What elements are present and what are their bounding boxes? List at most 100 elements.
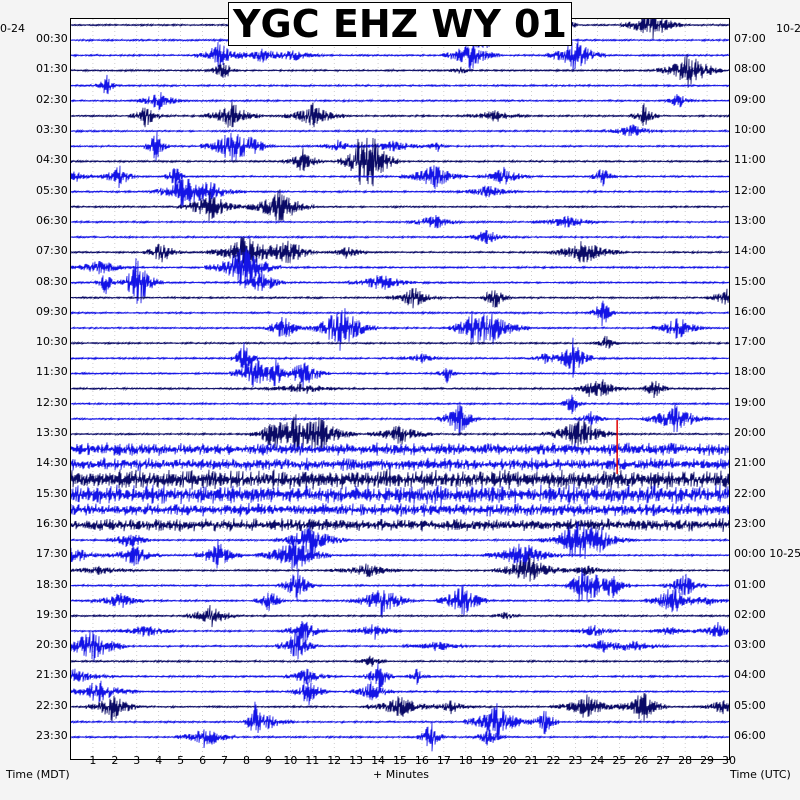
seismic-trace: [71, 469, 729, 490]
right-time-label: 21:00: [734, 456, 766, 470]
minute-tick-label: 22: [546, 754, 561, 767]
right-time-label: 10:00: [734, 123, 766, 137]
minute-tick-label: 10: [283, 754, 298, 767]
helicorder-plot-area: [70, 18, 730, 760]
seismic-trace: [71, 568, 729, 602]
seismic-trace: [71, 379, 729, 399]
utc-date-label: 10-2: [776, 22, 800, 35]
seismic-trace: [71, 308, 729, 351]
minute-tick-label: 8: [242, 754, 250, 767]
seismic-trace: [71, 214, 729, 229]
right-time-label: 23:00: [734, 516, 766, 530]
left-time-label: 23:30: [36, 729, 68, 743]
right-time-label: 19:00: [734, 395, 766, 409]
minute-tick-label: 14: [371, 754, 386, 767]
left-time-label: 10:30: [36, 335, 68, 349]
right-axis-title: Time (UTC): [730, 768, 791, 781]
left-time-label: 11:30: [36, 365, 68, 379]
minute-tick-label: 17: [436, 754, 451, 767]
minute-tick-label: 25: [612, 754, 627, 767]
left-time-label: 06:30: [36, 213, 68, 227]
left-time-label: 00:30: [36, 32, 68, 46]
right-time-label: 02:00: [734, 607, 766, 621]
seismic-trace: [71, 414, 729, 453]
seismic-trace: [71, 693, 729, 723]
seismic-trace: [71, 502, 729, 517]
left-time-label: 18:30: [36, 577, 68, 591]
right-time-label: 22:00: [734, 486, 766, 500]
minute-tick-label: 9: [264, 754, 272, 767]
seismic-trace: [71, 165, 729, 190]
seismic-trace: [71, 54, 729, 88]
minute-tick-label: 1: [89, 754, 97, 767]
right-time-label: 13:00: [734, 213, 766, 227]
right-time-label: 12:00: [734, 183, 766, 197]
minute-tick-label: 7: [221, 754, 229, 767]
left-time-label: 04:30: [36, 153, 68, 167]
minute-tick-label: 12: [327, 754, 342, 767]
left-time-label: 01:30: [36, 62, 68, 76]
seismic-trace: [71, 629, 729, 663]
right-time-label: 18:00: [734, 365, 766, 379]
left-time-label: 05:30: [36, 183, 68, 197]
seismic-trace: [71, 337, 729, 378]
seismic-trace: [71, 457, 729, 472]
seismic-trace: [71, 101, 729, 128]
minute-tick-label: 21: [524, 754, 539, 767]
seismic-trace: [71, 258, 729, 304]
seismic-trace: [71, 39, 729, 72]
seismic-trace: [71, 539, 729, 570]
chart-title: YGC EHZ WY 01: [228, 2, 572, 46]
seismic-trace: [71, 521, 729, 560]
left-time-label: 02:30: [36, 92, 68, 106]
minute-tick-label: 11: [305, 754, 320, 767]
seismic-trace: [71, 247, 729, 289]
seismic-trace: [71, 553, 729, 582]
seismic-trace: [71, 74, 729, 95]
right-time-label: 15:00: [734, 274, 766, 288]
minute-tick-label: 2: [111, 754, 119, 767]
minute-tick-label: 29: [700, 754, 715, 767]
seismic-trace: [71, 663, 729, 692]
right-time-label: 11:00: [734, 153, 766, 167]
minute-tick-label: 4: [155, 754, 163, 767]
left-time-label: 13:30: [36, 426, 68, 440]
left-time-label: 09:30: [36, 304, 68, 318]
seismic-trace: [71, 680, 729, 706]
seismic-trace: [71, 287, 729, 309]
seismic-trace: [71, 655, 729, 667]
minute-tick-label: 30: [722, 754, 736, 767]
minute-tick-label: 24: [590, 754, 605, 767]
left-axis-title: Time (MDT): [6, 768, 70, 781]
left-time-label: 08:30: [36, 274, 68, 288]
right-time-label: 05:00: [734, 698, 766, 712]
seismic-trace: [71, 586, 729, 618]
minute-tick-label: 27: [656, 754, 671, 767]
seismic-trace: [71, 131, 729, 163]
minute-tick-label: 16: [414, 754, 429, 767]
minute-tick-label: 26: [634, 754, 649, 767]
left-time-label: 17:30: [36, 547, 68, 561]
minute-tick-label: 20: [502, 754, 517, 767]
right-time-label: 17:00: [734, 335, 766, 349]
minute-tick-label: 23: [568, 754, 583, 767]
minute-tick-label: 15: [393, 754, 407, 767]
minute-tick-label: 3: [133, 754, 141, 767]
seismic-trace: [71, 722, 729, 752]
right-time-label: 16:00: [734, 304, 766, 318]
seismic-trace: [71, 300, 729, 327]
right-time-label: 20:00: [734, 426, 766, 440]
left-time-label: 07:30: [36, 244, 68, 258]
minute-tick-label: 13: [349, 754, 364, 767]
right-time-label: 04:00: [734, 668, 766, 682]
left-time-label: 20:30: [36, 638, 68, 652]
seismic-trace: [71, 230, 729, 245]
seismic-trace: [71, 236, 729, 269]
seismic-trace: [71, 701, 729, 740]
seismic-trace: [71, 442, 729, 457]
seismic-trace: [71, 176, 729, 207]
left-time-label: 22:30: [36, 698, 68, 712]
seismic-trace: [71, 189, 729, 222]
right-time-label: 03:00: [734, 638, 766, 652]
minute-tick-label: 19: [480, 754, 495, 767]
